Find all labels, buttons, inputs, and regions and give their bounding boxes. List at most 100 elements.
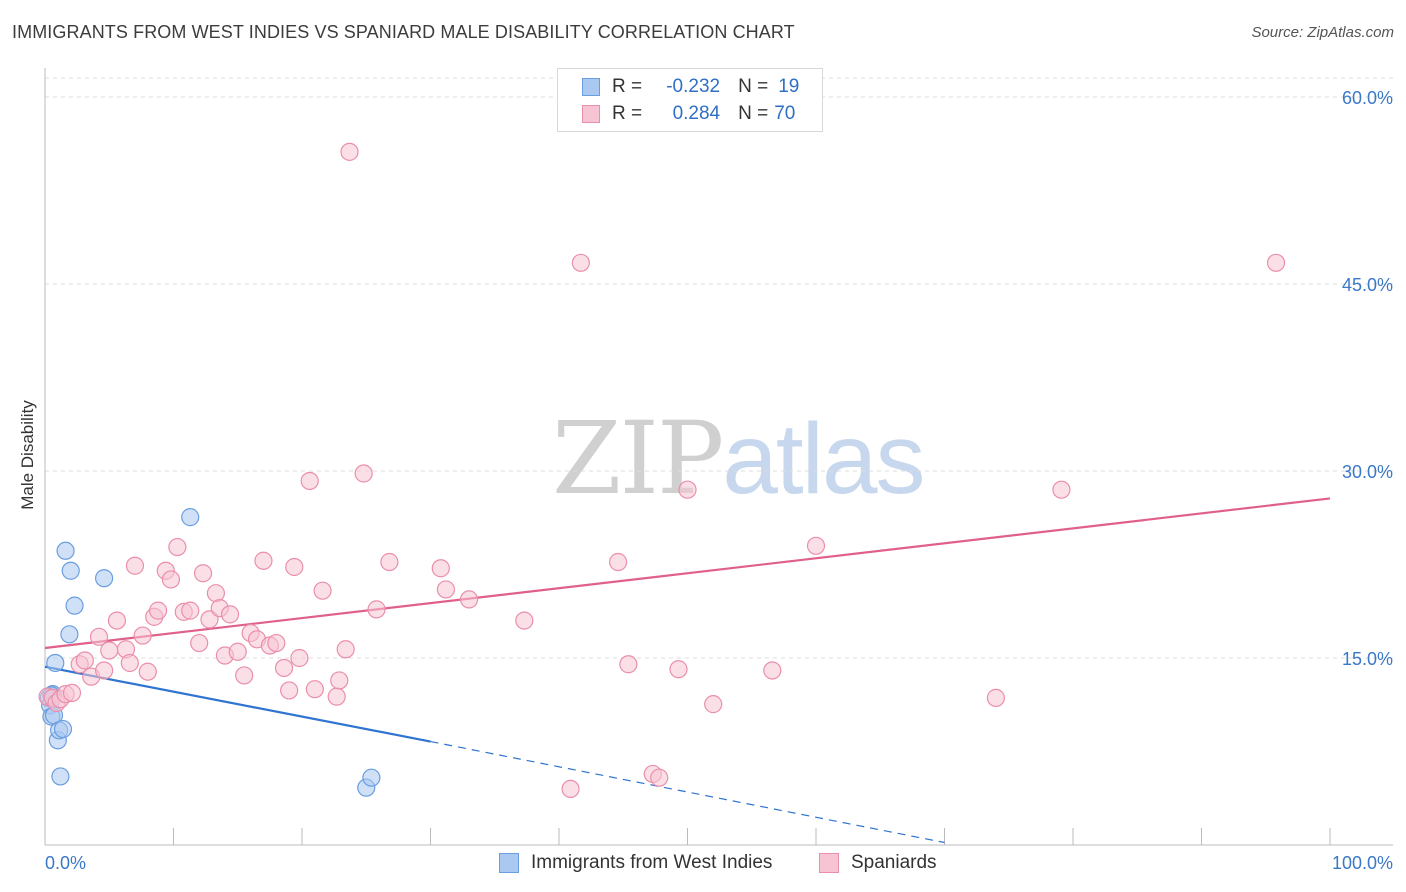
legend-row-west-indies: R = -0.232 N = 19	[582, 75, 799, 99]
point-spaniards	[235, 666, 254, 685]
point-west-indies	[65, 596, 84, 615]
point-spaniards	[168, 537, 187, 557]
r-value: -0.232	[666, 76, 721, 97]
legend-item-west-indies: Immigrants from West Indies	[499, 852, 772, 874]
point-spaniards	[367, 600, 386, 619]
legend-swatch-pink	[582, 105, 600, 123]
point-west-indies	[56, 541, 75, 560]
point-spaniards	[986, 688, 1006, 707]
point-spaniards	[89, 627, 109, 646]
point-spaniards	[336, 640, 355, 659]
legend-row-spaniards: R = 0.284 N = 70	[582, 102, 795, 126]
legend-swatch-blue	[582, 78, 600, 96]
point-west-indies	[51, 767, 70, 786]
r-value: 0.284	[672, 103, 721, 124]
axes	[44, 68, 1393, 846]
y-tick-label: 60.0%	[1342, 88, 1393, 108]
point-spaniards	[206, 584, 226, 603]
point-spaniards	[650, 768, 669, 787]
point-spaniards	[95, 661, 114, 680]
point-spaniards	[228, 642, 247, 661]
point-spaniards	[459, 590, 479, 609]
point-spaniards	[515, 611, 534, 630]
x-tick-label: 100.0%	[1332, 853, 1393, 873]
point-west-indies	[53, 719, 73, 739]
point-spaniards	[340, 142, 359, 161]
point-spaniards	[107, 611, 127, 630]
legend-item-spaniards: Spaniards	[819, 852, 937, 874]
x-tick-label: 0.0%	[45, 853, 86, 873]
point-spaniards	[806, 536, 826, 555]
point-west-indies	[95, 569, 114, 588]
point-spaniards	[305, 680, 324, 699]
r-label: R =	[612, 76, 643, 97]
watermark-zip: ZIP	[552, 400, 724, 517]
y-tick-label: 45.0%	[1342, 275, 1393, 295]
point-spaniards	[133, 626, 152, 645]
point-spaniards	[75, 651, 94, 670]
point-spaniards	[431, 559, 450, 578]
point-spaniards	[669, 660, 688, 679]
point-west-indies	[46, 653, 65, 673]
point-spaniards	[280, 681, 299, 700]
chart-title: IMMIGRANTS FROM WEST INDIES VS SPANIARD …	[12, 22, 795, 42]
correlation-legend: R = -0.232 N = 19 R = 0.284 N = 70	[557, 68, 823, 132]
n-label: N =	[738, 103, 769, 124]
point-spaniards	[609, 552, 628, 572]
point-spaniards	[274, 658, 294, 678]
point-spaniards	[148, 601, 168, 620]
point-spaniards	[193, 564, 213, 583]
point-spaniards	[704, 695, 723, 714]
trend-lines	[44, 497, 1331, 844]
legend-label: Spaniards	[851, 852, 937, 873]
point-spaniards	[190, 633, 209, 653]
watermark: ZIPatlas	[552, 400, 926, 517]
point-spaniards	[181, 601, 200, 620]
legend-label: Immigrants from West Indies	[531, 852, 773, 873]
point-spaniards	[285, 557, 304, 577]
n-value: 70	[774, 103, 796, 124]
point-spaniards	[267, 633, 286, 653]
y-tick-label: 30.0%	[1342, 462, 1393, 482]
data-points	[38, 142, 1286, 799]
point-spaniards	[354, 464, 373, 483]
y-tick-label: 15.0%	[1342, 649, 1393, 669]
tick-labels: 15.0% 30.0% 45.0% 60.0% 0.0% 100.0%	[45, 88, 1393, 873]
trend-line-spaniards	[44, 497, 1331, 650]
point-spaniards	[138, 662, 157, 681]
point-spaniards	[120, 653, 139, 673]
point-west-indies	[362, 768, 381, 787]
point-spaniards	[313, 581, 332, 600]
point-spaniards	[161, 570, 181, 589]
point-spaniards	[619, 655, 638, 674]
point-spaniards	[220, 605, 240, 624]
point-west-indies	[61, 561, 80, 580]
point-spaniards	[200, 610, 219, 629]
r-label: R =	[612, 103, 643, 124]
point-spaniards	[436, 580, 456, 599]
trend-line-west-indies-extension	[430, 740, 945, 844]
point-spaniards	[300, 471, 319, 491]
point-spaniards	[571, 253, 590, 272]
point-spaniards	[561, 779, 580, 799]
point-spaniards	[678, 480, 697, 499]
source-label: Source: ZipAtlas.com	[1251, 24, 1394, 41]
trend-line-west-indies	[44, 665, 431, 743]
n-label: N =	[738, 76, 769, 97]
gridlines	[45, 77, 1393, 659]
point-spaniards	[1266, 253, 1286, 272]
legend-swatch-blue	[499, 853, 519, 873]
point-spaniards	[1052, 480, 1071, 499]
point-spaniards	[125, 556, 145, 575]
point-spaniards	[62, 683, 82, 703]
point-spaniards	[254, 551, 273, 570]
point-spaniards	[290, 648, 309, 668]
point-west-indies	[181, 508, 200, 527]
point-spaniards	[327, 687, 346, 706]
point-spaniards	[330, 671, 349, 690]
watermark-atlas: atlas	[722, 403, 925, 515]
point-spaniards	[763, 661, 782, 680]
point-spaniards	[380, 552, 399, 572]
legend-swatch-pink	[819, 853, 839, 873]
